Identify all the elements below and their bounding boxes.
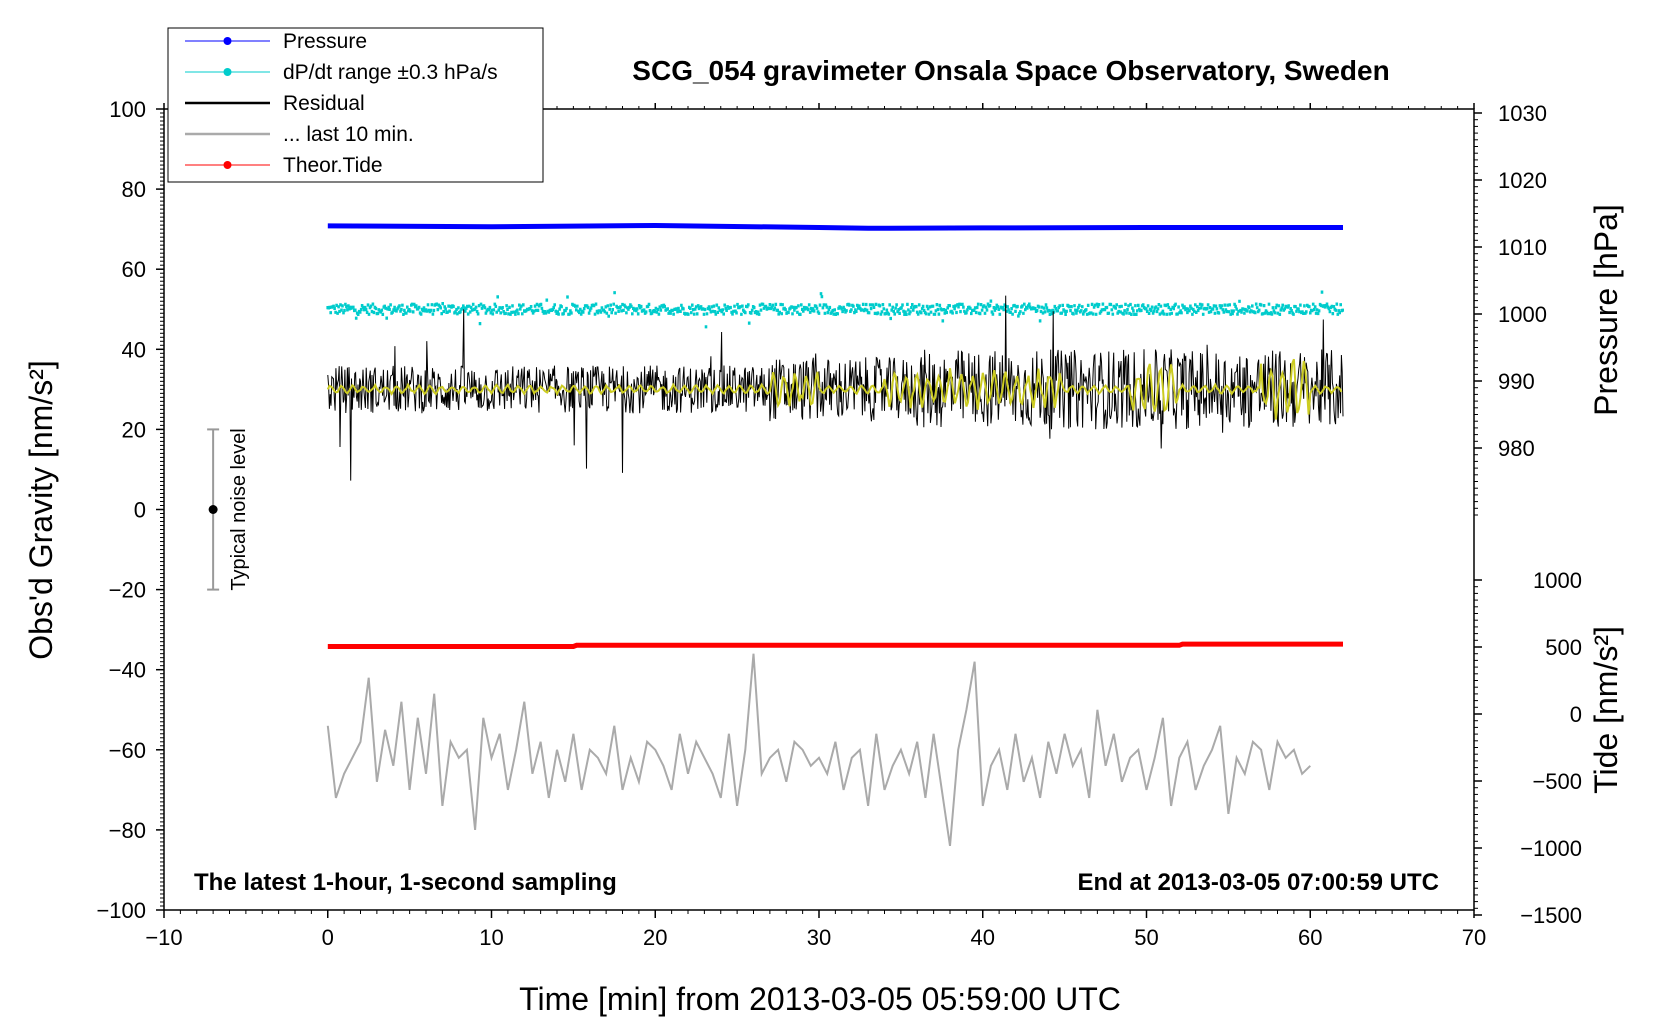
- y-left-tick-label: 60: [122, 257, 146, 282]
- noise-label: Typical noise level: [228, 428, 250, 590]
- y-tide-tick-label: 0: [1570, 702, 1582, 727]
- y-left-tick-label: 20: [122, 417, 146, 442]
- y-left-tick-label: 40: [122, 337, 146, 362]
- legend-marker: [223, 68, 232, 76]
- tide-line: [327, 641, 1343, 649]
- dpdt-points: [326, 290, 1344, 329]
- x-tick-label: 60: [1298, 925, 1322, 950]
- legend-marker: [223, 37, 232, 45]
- legend: Pressure dP/dt range ±0.3 hPa/s Residual..…: [167, 27, 544, 183]
- y-left-tick-label: 0: [134, 498, 146, 523]
- y-tide-tick-label: −1500: [1520, 903, 1582, 928]
- y-axis-pressure-title: Pressure [hPa]: [1588, 204, 1624, 416]
- y-left-tick-label: −80: [109, 818, 146, 843]
- y-left-tick-label: −60: [109, 738, 146, 763]
- note-end-time: End at 2013-03-05 07:00:59 UTC: [1078, 869, 1440, 896]
- note-sampling: The latest 1-hour, 1-second sampling: [194, 869, 617, 896]
- y-tide-tick-label: 1000: [1533, 568, 1582, 593]
- chart-title: SCG_054 gravimeter Onsala Space Observat…: [632, 55, 1389, 86]
- residual-line: [327, 295, 1344, 481]
- x-tick-label: 30: [807, 925, 831, 950]
- last-10-min-line: [326, 653, 1311, 847]
- y-tide-tick-label: −500: [1532, 769, 1582, 794]
- legend-label: dP/dt range ±0.3 hPa/s: [283, 61, 498, 84]
- x-tick-label: 0: [322, 925, 334, 950]
- y-left-tick-label: −40: [109, 658, 146, 683]
- y-pressure-tick-label: 1000: [1498, 302, 1547, 327]
- legend-marker: [223, 161, 232, 169]
- legend-label: Residual: [283, 92, 365, 115]
- residual-smoothed-line: [326, 358, 1343, 420]
- y-left-tick-label: −20: [109, 578, 146, 603]
- series-layer: [326, 222, 1344, 847]
- x-tick-label: 50: [1134, 925, 1158, 950]
- y-left-tick-label: −100: [96, 898, 146, 923]
- y-pressure-tick-label: 980: [1498, 436, 1535, 461]
- legend-label: ... last 10 min.: [283, 123, 414, 146]
- noise-center-dot: [208, 505, 218, 514]
- x-tick-label: −10: [145, 925, 182, 950]
- noise-level-indicator: Typical noise level: [207, 428, 250, 591]
- y-pressure-tick-label: 1010: [1498, 235, 1547, 260]
- x-tick-label: 10: [479, 925, 503, 950]
- y-pressure-tick-label: 1030: [1498, 101, 1547, 126]
- y-axis-tide-title: Tide [nm/s²]: [1588, 626, 1624, 794]
- y-left-tick-label: 80: [122, 177, 146, 202]
- y-tide-tick-label: 500: [1545, 635, 1582, 660]
- y-axis-left-title: Obs'd Gravity [nm/s²]: [23, 360, 59, 660]
- x-axis-title: Time [min] from 2013-03-05 05:59:00 UTC: [519, 981, 1121, 1017]
- x-tick-label: 70: [1462, 925, 1486, 950]
- y-pressure-tick-label: 990: [1498, 369, 1535, 394]
- legend-label: Theor.Tide: [283, 154, 383, 177]
- legend-box: [167, 27, 544, 183]
- legend-label: Pressure: [283, 30, 367, 53]
- y-pressure-tick-label: 1020: [1498, 168, 1547, 193]
- pressure-line: [327, 222, 1343, 231]
- x-tick-label: 20: [643, 925, 667, 950]
- axes-layer: −10 0 10 20 30 40 50 60 70100806040200−20−40−60−…: [96, 97, 1582, 950]
- y-tide-tick-label: −1000: [1520, 836, 1582, 861]
- y-left-tick-label: 100: [109, 97, 146, 122]
- x-tick-label: 40: [971, 925, 995, 950]
